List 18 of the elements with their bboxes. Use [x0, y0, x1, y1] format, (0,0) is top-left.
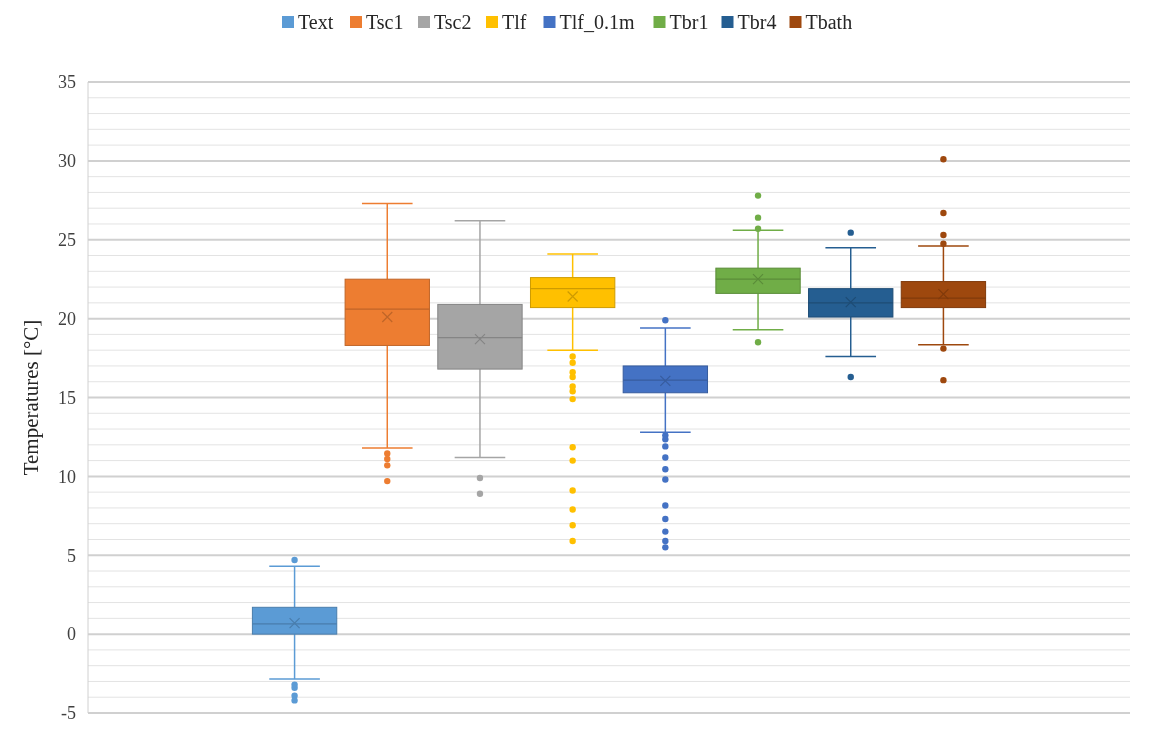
legend-label: Tsc1 — [366, 11, 404, 33]
y-tick-label: 5 — [67, 545, 76, 566]
legend-label: Tbr1 — [669, 11, 709, 33]
legend-label: Tlf_0.1m — [559, 11, 635, 33]
y-tick-label: 0 — [67, 624, 76, 645]
y-tick-label: -5 — [61, 703, 76, 724]
legend-label: Tbath — [805, 11, 853, 33]
y-tick-label: 15 — [58, 387, 76, 408]
legend-label: Tlf — [502, 11, 527, 33]
y-tick-label: 35 — [58, 72, 76, 93]
y-axis-title: Temperatures [°C] — [19, 319, 43, 476]
y-tick-label: 25 — [58, 230, 76, 251]
y-tick-label: 30 — [58, 151, 76, 172]
legend-label: Tsc2 — [434, 11, 472, 33]
legend-label: Text — [298, 11, 334, 33]
y-tick-label: 10 — [58, 466, 76, 487]
y-tick-label: 20 — [58, 308, 76, 329]
legend-label: Tbr4 — [737, 11, 777, 33]
